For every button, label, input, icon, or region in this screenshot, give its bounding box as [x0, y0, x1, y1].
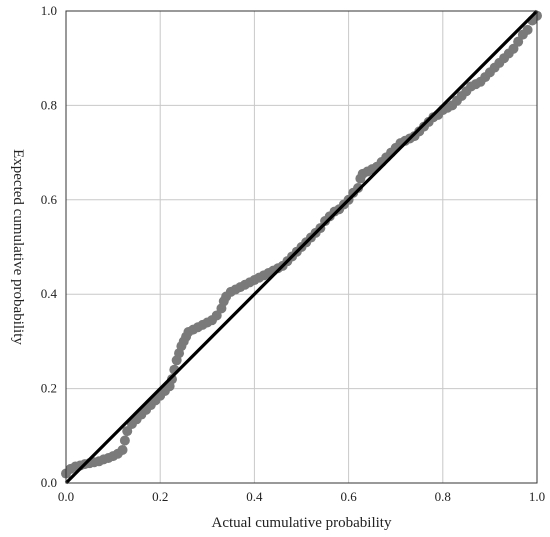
x-tick-label: 1.0 [529, 489, 545, 504]
data-point [166, 374, 177, 385]
data-point [513, 36, 524, 47]
x-tick-label: 0.4 [246, 489, 263, 504]
y-axis-title: Expected cumulative probability [10, 149, 26, 345]
x-axis-title: Actual cumulative probability [212, 515, 392, 531]
data-point [119, 435, 130, 446]
data-point [122, 426, 133, 437]
y-tick-label: 0.2 [41, 381, 57, 396]
data-point [211, 310, 222, 321]
x-tick-label: 0.6 [340, 489, 357, 504]
x-tick-label: 0.0 [58, 489, 74, 504]
plot-frame [65, 10, 538, 484]
y-tick-label: 0.4 [41, 286, 58, 301]
y-tick-label: 0.8 [41, 97, 57, 112]
x-axis-tick-labels: 0.0 0.2 0.4 0.6 0.8 1.0 [58, 489, 545, 504]
data-point [522, 24, 533, 35]
y-tick-label: 0.6 [41, 192, 58, 207]
y-axis-tick-labels: 0.0 0.2 0.4 0.6 0.8 1.0 [41, 3, 58, 490]
data-points [61, 10, 542, 479]
y-tick-label: 1.0 [41, 3, 57, 18]
data-point [117, 444, 128, 455]
y-tick-label: 0.0 [41, 475, 57, 490]
data-point [508, 43, 519, 54]
x-tick-label: 0.8 [435, 489, 451, 504]
x-tick-label: 0.2 [152, 489, 168, 504]
reference-diagonal-line [64, 9, 539, 485]
data-point [353, 183, 364, 193]
